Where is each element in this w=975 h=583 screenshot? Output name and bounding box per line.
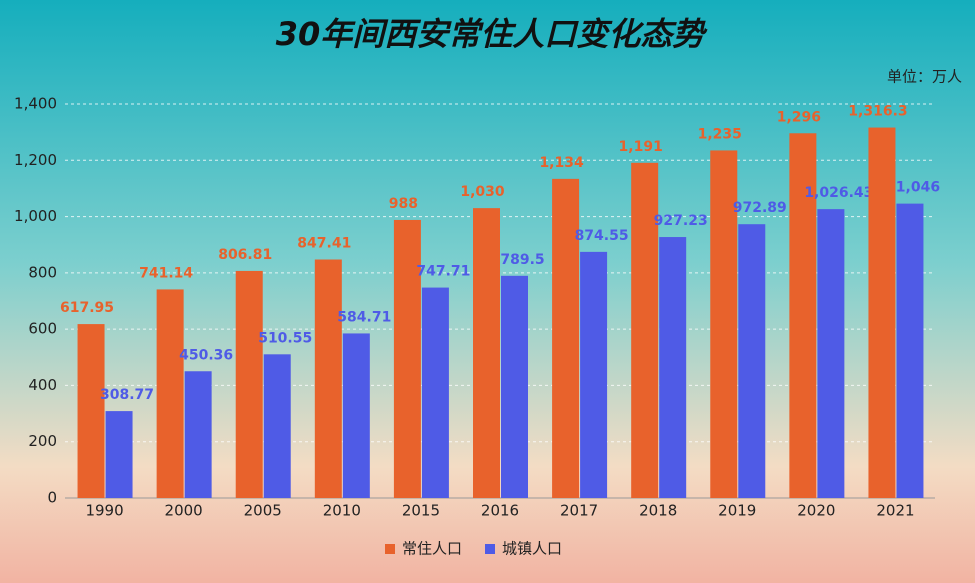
bar bbox=[552, 178, 580, 499]
bar bbox=[817, 209, 845, 498]
bar bbox=[342, 333, 370, 498]
bar bbox=[235, 270, 263, 498]
value-label: 741.14 bbox=[139, 265, 193, 281]
bar bbox=[105, 411, 133, 498]
bar bbox=[501, 275, 528, 498]
bar bbox=[393, 219, 421, 498]
value-label: 1,296 bbox=[777, 109, 821, 125]
value-label: 927.23 bbox=[654, 213, 708, 229]
legend-swatch bbox=[485, 544, 495, 554]
x-tick-label: 2015 bbox=[402, 502, 440, 520]
value-label: 1,191 bbox=[619, 139, 663, 155]
bar bbox=[631, 162, 659, 498]
value-label: 806.81 bbox=[218, 247, 272, 263]
x-tick-label: 2018 bbox=[639, 502, 677, 520]
x-tick-label: 2000 bbox=[165, 502, 203, 520]
value-label: 1,026.43 bbox=[804, 185, 873, 201]
y-tick-label: 800 bbox=[28, 263, 57, 281]
legend-swatch bbox=[385, 544, 395, 554]
x-tick-label: 2020 bbox=[797, 502, 835, 520]
bar bbox=[738, 224, 766, 498]
value-label: 308.77 bbox=[100, 387, 154, 403]
bar bbox=[184, 371, 212, 498]
value-label: 874.55 bbox=[575, 228, 629, 244]
x-tick-label: 2019 bbox=[718, 502, 756, 520]
x-tick-label: 2017 bbox=[560, 502, 598, 520]
bar bbox=[77, 324, 105, 498]
value-label: 847.41 bbox=[297, 236, 351, 252]
bar bbox=[659, 237, 687, 499]
y-tick-label: 0 bbox=[47, 489, 57, 507]
value-label: 584.71 bbox=[337, 309, 391, 325]
bar bbox=[710, 150, 738, 498]
bar bbox=[473, 208, 500, 498]
bar bbox=[156, 289, 184, 498]
bar bbox=[896, 203, 924, 498]
legend-label: 常住人口 bbox=[402, 540, 462, 558]
value-label: 988 bbox=[389, 196, 418, 212]
y-tick-label: 1,400 bbox=[14, 95, 57, 113]
bar bbox=[789, 133, 817, 499]
value-label: 617.95 bbox=[60, 300, 114, 316]
value-label: 510.55 bbox=[258, 330, 312, 346]
value-label: 1,134 bbox=[539, 155, 584, 171]
chart-title: 30年间西安常住人口变化态势 bbox=[276, 15, 709, 53]
value-label: 1,235 bbox=[698, 126, 742, 142]
y-tick-label: 600 bbox=[28, 320, 57, 338]
y-tick-label: 200 bbox=[28, 432, 57, 450]
value-label: 789.5 bbox=[500, 252, 544, 268]
y-tick-label: 1,000 bbox=[14, 207, 57, 225]
y-tick-label: 400 bbox=[28, 376, 57, 394]
x-tick-label: 2010 bbox=[323, 502, 361, 520]
value-label: 1,316.3 bbox=[848, 104, 907, 120]
value-label: 1,030 bbox=[460, 184, 505, 200]
bar bbox=[868, 127, 896, 498]
x-tick-label: 2016 bbox=[481, 502, 519, 520]
unit-label: 单位：万人 bbox=[887, 68, 962, 86]
x-tick-label: 2005 bbox=[244, 502, 282, 520]
y-tick-label: 1,200 bbox=[14, 151, 57, 169]
x-tick-label: 2021 bbox=[876, 502, 914, 520]
value-label: 450.36 bbox=[179, 347, 233, 363]
legend-label: 城镇人口 bbox=[502, 540, 562, 558]
value-label: 1,046 bbox=[896, 180, 940, 196]
bar bbox=[314, 259, 342, 498]
value-label: 747.71 bbox=[416, 264, 470, 280]
bar bbox=[421, 287, 449, 498]
value-label: 972.89 bbox=[733, 200, 787, 216]
bar bbox=[263, 354, 291, 498]
x-tick-label: 1990 bbox=[85, 502, 123, 520]
bar bbox=[580, 251, 608, 498]
